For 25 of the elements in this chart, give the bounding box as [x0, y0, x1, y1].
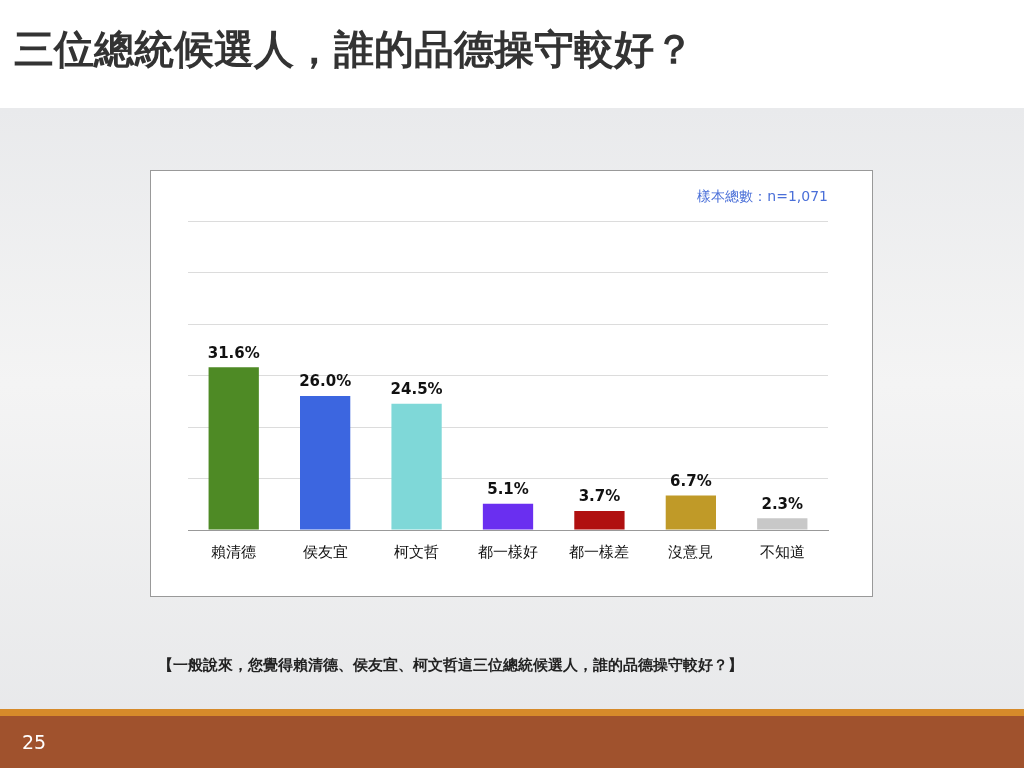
bar [208, 367, 259, 530]
text: 【一般說來，您覺得賴清德、侯友宜、柯文哲這三位總統候選人，誰的品德操守較好？】 [158, 655, 744, 676]
data-label: 5.1% [487, 480, 529, 499]
x-tick-label: 賴清德 [211, 542, 257, 561]
chart-subtitle: 樣本總數：n=1,071 [697, 188, 828, 206]
x-tick-label: 沒意見 [668, 542, 714, 561]
data-label: 31.6% [207, 343, 260, 362]
data-label: 2.3% [761, 494, 804, 513]
data-label: 3.7% [578, 487, 621, 506]
x-tick-label: 柯文哲 [394, 542, 440, 561]
data-label: 6.7% [670, 471, 712, 490]
bar [391, 403, 442, 530]
x-tick-label: 侯友宜 [302, 542, 348, 561]
text: 25 [22, 731, 47, 753]
data-label: 26.0% [299, 372, 352, 391]
x-tick-label: 都一樣好 [478, 542, 538, 561]
data-label: 24.5% [390, 380, 443, 399]
bar [757, 518, 808, 530]
chart-title: 三位總統候選人，誰的品德操守較好？ [14, 25, 694, 74]
bar [574, 510, 625, 530]
bar [300, 396, 351, 530]
bar [482, 503, 534, 530]
x-tick-label: 不知道 [759, 542, 805, 561]
bar [665, 495, 716, 530]
x-tick-label: 都一樣差 [569, 542, 630, 561]
